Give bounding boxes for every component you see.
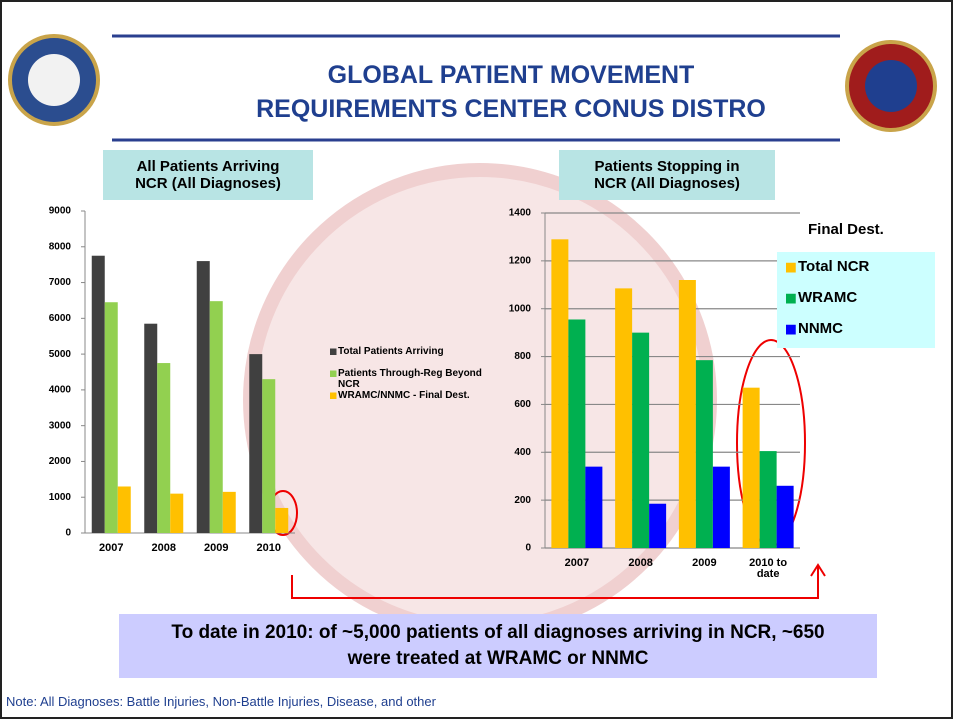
- x-tick-label: 2010: [244, 543, 294, 554]
- y-tick-label: 6000: [49, 313, 72, 324]
- bar: [615, 288, 632, 548]
- bar: [551, 239, 568, 548]
- bar: [223, 492, 236, 533]
- y-tick-label: 0: [525, 543, 531, 554]
- x-tick-label: 2007: [86, 543, 136, 554]
- legend-label: Total Patients Arriving: [338, 346, 488, 357]
- x-tick-label: 2008: [616, 558, 666, 569]
- x-tick-label: 2009: [679, 558, 729, 569]
- legend-swatch: [786, 325, 796, 335]
- legend-swatch: [330, 371, 337, 378]
- legend-label: Total NCR: [798, 259, 948, 276]
- bar: [679, 280, 696, 548]
- y-tick-label: 8000: [49, 241, 72, 252]
- bar: [632, 333, 649, 548]
- bar: [743, 388, 760, 548]
- x-tick-label: 2008: [139, 543, 189, 554]
- legend-label: Patients Through-Reg Beyond NCR: [338, 368, 488, 390]
- bar: [585, 467, 602, 548]
- bar: [105, 302, 118, 533]
- y-tick-label: 2000: [49, 456, 72, 467]
- x-tick-label: 2009: [191, 543, 241, 554]
- bar: [144, 324, 157, 533]
- y-tick-label: 7000: [49, 277, 72, 288]
- legend-label: NNMC: [798, 321, 948, 338]
- y-tick-label: 1400: [509, 208, 532, 219]
- bar: [696, 360, 713, 548]
- bar: [777, 486, 794, 548]
- legend-label: WRAMC/NNMC - Final Dest.: [338, 390, 488, 401]
- bar: [568, 319, 585, 548]
- legend-title: Final Dest.: [808, 221, 884, 238]
- legend-swatch: [786, 263, 796, 273]
- y-tick-label: 9000: [49, 206, 72, 217]
- slide: GLOBAL PATIENT MOVEMENT REQUIREMENTS CEN…: [0, 0, 953, 719]
- y-tick-label: 200: [514, 495, 531, 506]
- bar: [249, 354, 262, 533]
- y-tick-label: 1000: [49, 492, 72, 503]
- legend-swatch: [330, 349, 337, 356]
- y-tick-label: 1000: [509, 303, 532, 314]
- bar: [262, 379, 275, 533]
- bar: [118, 486, 131, 533]
- bar: [275, 508, 288, 533]
- y-tick-label: 4000: [49, 385, 72, 396]
- y-tick-label: 800: [514, 351, 531, 362]
- y-tick-label: 5000: [49, 349, 72, 360]
- charts: 0 1000 2000 3000 4000 5000 6000 7000 8000 9000 0 20…: [0, 0, 953, 719]
- y-tick-label: 0: [65, 528, 71, 539]
- bar: [197, 261, 210, 533]
- x-tick-label: 2007: [552, 558, 602, 569]
- bar: [760, 451, 777, 548]
- y-tick-label: 1200: [509, 255, 532, 266]
- y-tick-label: 400: [514, 447, 531, 458]
- y-tick-label: 600: [514, 399, 531, 410]
- x-tick-label: 2010 to date: [743, 558, 793, 580]
- bar: [713, 467, 730, 548]
- bar: [170, 494, 183, 533]
- legend-swatch: [330, 393, 337, 400]
- legend-swatch: [786, 294, 796, 304]
- bar: [210, 301, 223, 533]
- bar: [157, 363, 170, 533]
- bar: [649, 504, 666, 548]
- y-tick-label: 3000: [49, 420, 72, 431]
- bar: [92, 256, 105, 533]
- legend-label: WRAMC: [798, 290, 948, 307]
